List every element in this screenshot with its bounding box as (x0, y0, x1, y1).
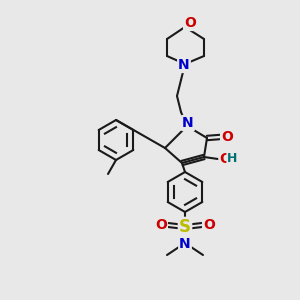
Text: N: N (179, 237, 191, 251)
Text: O: O (155, 218, 167, 232)
Text: O: O (219, 152, 231, 166)
Text: O: O (203, 218, 215, 232)
Text: H: H (227, 152, 237, 166)
Text: N: N (178, 58, 190, 72)
Text: S: S (179, 218, 191, 236)
Text: O: O (184, 16, 196, 30)
Text: N: N (182, 116, 194, 130)
Text: O: O (221, 130, 233, 144)
